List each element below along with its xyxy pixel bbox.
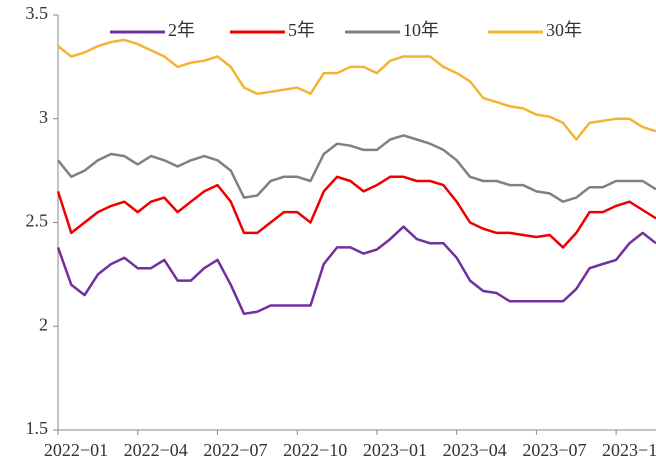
x-tick-label: 2023−01 <box>363 440 427 460</box>
x-tick-label: 2022−04 <box>124 440 188 460</box>
x-tick-label: 2022−01 <box>44 440 108 460</box>
x-tick-label: 2023−04 <box>443 440 507 460</box>
x-tick-label: 2023−07 <box>522 440 586 460</box>
legend-label: 30年 <box>546 20 582 40</box>
x-tick-label: 2023−10 <box>602 440 656 460</box>
series-line <box>56 225 656 316</box>
y-tick-label: 3.5 <box>26 3 49 23</box>
y-tick-label: 2.5 <box>26 211 49 231</box>
series-line <box>57 38 656 141</box>
y-tick-label: 2 <box>39 314 48 334</box>
legend-label: 10年 <box>403 20 439 40</box>
x-tick-label: 2022−10 <box>283 440 347 460</box>
series-line <box>57 134 656 203</box>
legend-label: 2年 <box>168 20 195 40</box>
series-line <box>56 175 656 249</box>
x-tick-label: 2022−07 <box>203 440 267 460</box>
y-tick-label: 3 <box>39 107 48 127</box>
y-tick-label: 1.5 <box>26 418 49 438</box>
legend-label: 5年 <box>288 20 315 40</box>
